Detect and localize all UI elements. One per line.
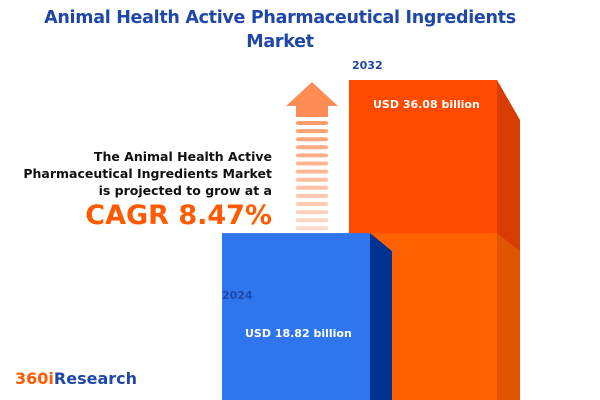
arrow-stripe: [296, 137, 328, 142]
bar-2024: [222, 233, 370, 400]
arrow-head: [286, 82, 338, 117]
data-label-2032: USD 36.08 billion: [373, 98, 480, 111]
logo: 360iResearch: [15, 369, 137, 388]
page-title: Animal Health Active Pharmaceutical Ingr…: [44, 8, 516, 52]
arrow-stripe: [296, 218, 328, 223]
cagr-value: CAGR 8.47%: [85, 200, 272, 231]
arrow-stripe: [296, 153, 328, 158]
arrow-stripe: [296, 210, 328, 215]
arrow-stripe: [296, 177, 328, 182]
arrow-stripe: [296, 193, 328, 198]
year-label-2032: 2032: [352, 59, 383, 72]
data-label-2024: USD 18.82 billion: [245, 327, 352, 340]
arrow-stripe: [296, 169, 328, 174]
arrow-stripe: [296, 161, 328, 166]
description: The Animal Health Active Pharmaceutical …: [12, 148, 272, 199]
bar-2032-lower-side: [497, 233, 520, 400]
year-label-2024: 2024: [222, 289, 253, 302]
arrow-stripe: [296, 185, 328, 190]
logo-part: Research: [53, 369, 137, 388]
description-line: The Animal Health Active: [93, 149, 272, 164]
arrow-stripe: [296, 202, 328, 206]
description-line: is projected to grow at a: [98, 183, 272, 198]
arrow-stripe: [296, 226, 328, 231]
description-line: Pharmaceutical Ingredients Market: [23, 166, 272, 181]
arrow-stripe: [296, 129, 328, 134]
bar-2024-side: [370, 233, 392, 400]
arrow-stripe: [296, 121, 328, 125]
arrow-stripe: [296, 145, 328, 150]
logo-part: 360i: [15, 369, 54, 388]
